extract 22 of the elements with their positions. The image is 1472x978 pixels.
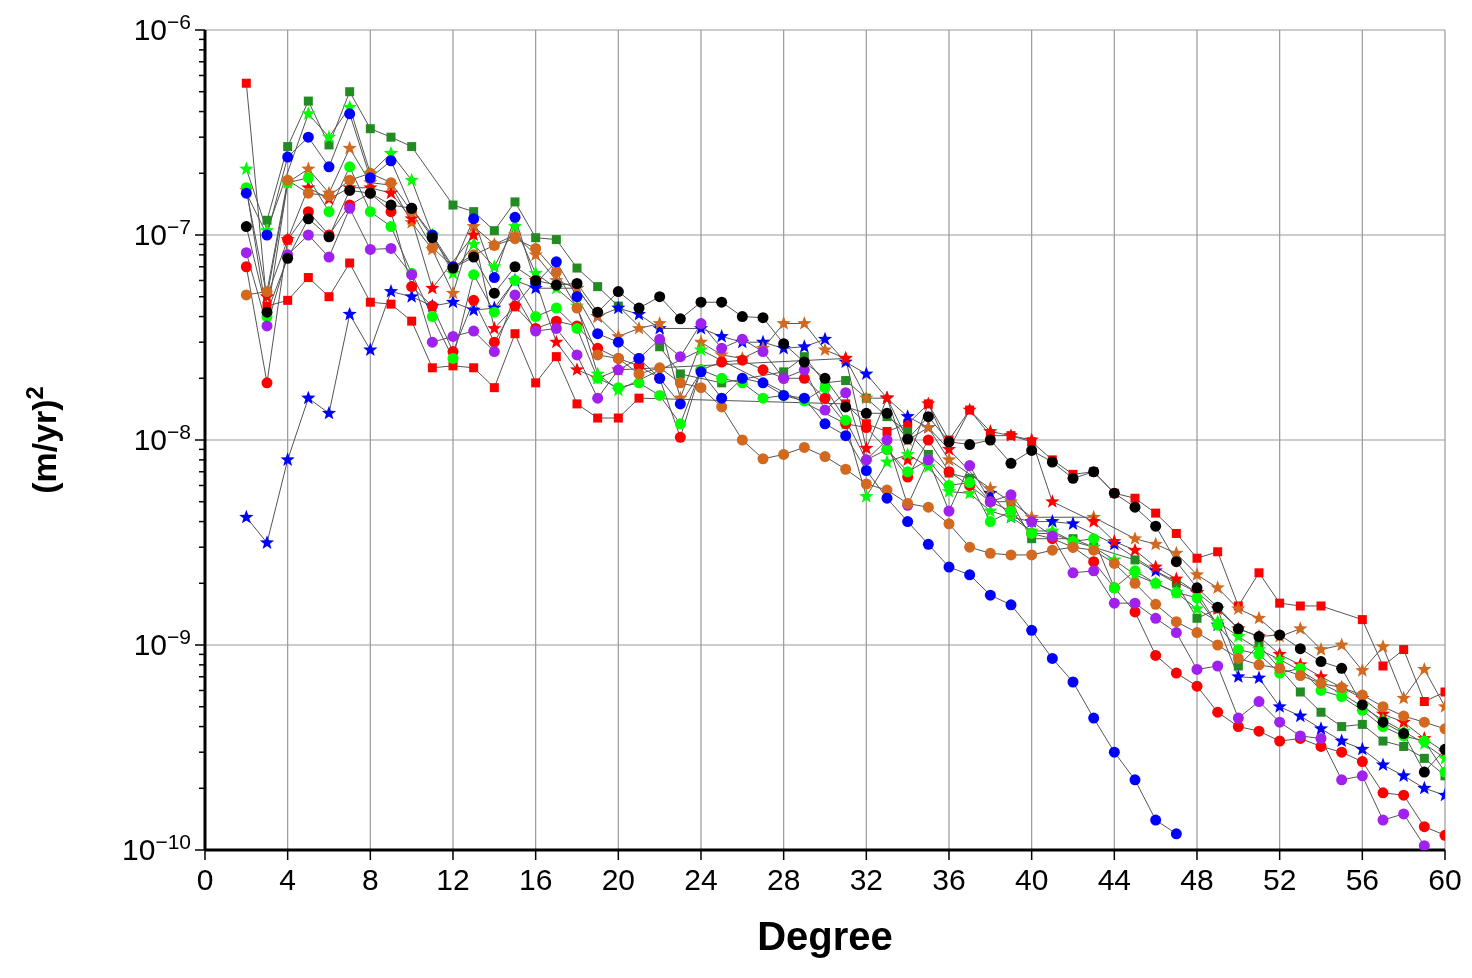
x-tick-label: 60 [1428, 863, 1462, 896]
y-tick-label: 10$^{−9}$ [133, 624, 191, 661]
y-tick-label: 10$^{−10}$ [122, 829, 191, 866]
x-tick-label: 28 [766, 863, 801, 896]
x-tick-label: 12 [436, 863, 470, 896]
x-tick-label: 40 [1014, 863, 1049, 896]
x-tick-label: 56 [1345, 863, 1380, 896]
x-tick-label: 4 [279, 863, 297, 896]
x-tick-label: 44 [1097, 863, 1132, 896]
y-tick-label: 10$^{−8}$ [133, 419, 191, 456]
x-tick-label: 24 [684, 863, 718, 896]
x-tick-label: 36 [932, 863, 966, 896]
x-axis-title: Degree [757, 914, 893, 958]
y-tick-label: 10$^{−7}$ [133, 214, 191, 251]
x-tick-label: 16 [518, 863, 553, 896]
x-tick-label: 20 [601, 863, 636, 896]
x-tick-label: 8 [361, 863, 379, 896]
y-tick-label: 10$^{−6}$ [133, 9, 191, 46]
x-tick-label: 32 [849, 863, 884, 896]
x-tick-label: 52 [1262, 863, 1297, 896]
x-tick-label: 0 [196, 863, 214, 896]
x-tick-label: 48 [1180, 863, 1214, 896]
